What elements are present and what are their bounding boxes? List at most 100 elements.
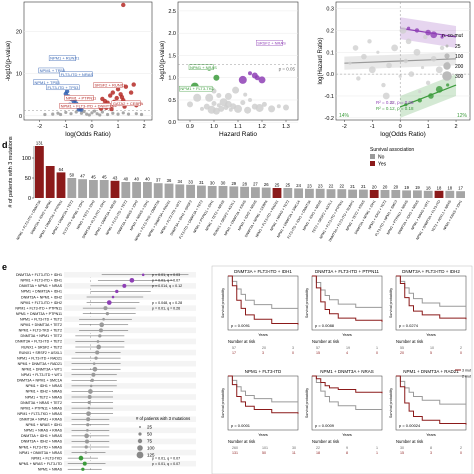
volcano-x-tick-label: 0 <box>90 124 93 130</box>
km-risk-count: 10 <box>430 346 434 350</box>
volcano-y-tick-label: 0 <box>19 114 22 120</box>
volcano-y-tick-label: 10 <box>16 72 22 78</box>
bar-value-label: 45 <box>102 175 107 180</box>
ratio-y-tick-label: 0.0 <box>326 72 334 78</box>
km-pvalue: p = 0.0088 <box>315 323 335 328</box>
bar <box>402 190 411 198</box>
km-risk-count: 4 <box>346 351 348 355</box>
ratio-legend-swatch <box>445 44 449 48</box>
ratio-fit-stat: R² = 0.22, p = 0.05 <box>376 100 414 105</box>
bar <box>110 180 120 198</box>
ratio-point <box>428 93 434 99</box>
bar-value-label: 36 <box>167 178 172 183</box>
hazard-x-tick-label: 1.0 <box>210 124 218 130</box>
forest-point <box>95 350 100 355</box>
km-curve-2-mut <box>312 275 383 311</box>
bar <box>423 190 433 198</box>
volcano-point <box>79 111 84 115</box>
ratio-point <box>398 74 402 78</box>
hazard-point <box>187 101 193 108</box>
bar-value-label: 45 <box>91 175 96 180</box>
forest-row-band <box>64 449 196 456</box>
forest-row-label: NPM1 + NRAS + KRAS <box>24 429 63 433</box>
bar <box>175 184 185 198</box>
ratio-point <box>376 50 380 54</box>
km-risk-title: Number at risk <box>396 439 424 444</box>
bar-value-label: 50 <box>69 173 74 178</box>
forest-row-band <box>64 383 196 389</box>
km-risk-count: 18 <box>316 451 320 455</box>
volcano-point <box>92 109 97 113</box>
bar <box>445 190 455 198</box>
forest-row-label: DNMT3A + NPM1 + KRAS <box>19 418 62 422</box>
km-plot-area <box>395 275 467 331</box>
bar-value-label: 22 <box>339 184 344 189</box>
hazard-y-tick-label: 1.5 <box>168 53 176 59</box>
hazard-point <box>255 103 264 112</box>
forest-row-band <box>64 327 196 334</box>
forest-row-band <box>64 360 196 367</box>
forest-legend-swatch <box>137 445 143 451</box>
hazard-point <box>212 107 220 115</box>
hazard-point <box>211 88 217 94</box>
bar-value-label: 40 <box>134 177 139 182</box>
km-risk-count: 11 <box>292 451 296 455</box>
ratio-point <box>425 29 431 36</box>
forest-row-label: NPM1 + DNMT3A + TET2 <box>21 323 62 327</box>
forest-legend-value: 50 <box>147 432 153 437</box>
hazard-point <box>248 71 252 76</box>
ratio-point <box>382 92 390 100</box>
km-plot-area <box>395 375 467 431</box>
forest-row-label: NPM1 + FLT3-TKD + TET2 <box>19 329 62 333</box>
bar <box>348 189 357 198</box>
km-risk-count: 8 <box>430 446 432 450</box>
ratio-y-tick-label: 0.2 <box>326 28 334 34</box>
ratio-legend-swatch <box>442 71 452 81</box>
bar-value-label: 23 <box>318 183 323 188</box>
ratio-point <box>435 66 443 74</box>
ratio-point <box>391 44 399 52</box>
bar-value-label: 25 <box>275 183 280 188</box>
ratio-fit-stat: R² = 0.12, p = 0.18 <box>376 106 414 111</box>
volcano-point <box>115 87 121 92</box>
bar <box>67 178 77 198</box>
forest-point <box>92 362 96 365</box>
forest-pvalue-label: p = 0.01, q = 0.07 <box>152 462 180 466</box>
volcano-y-tick-label: 20 <box>16 30 22 36</box>
hazard-point <box>261 101 267 107</box>
bar-value-label: 27 <box>253 182 258 187</box>
km-panel-title: DNMT3A + FLT3-ITD + PTPN11 <box>315 269 380 274</box>
hazard-point <box>200 106 204 111</box>
bar <box>186 184 195 198</box>
bar-value-label: 43 <box>113 175 118 180</box>
km-y-axis-label: Survival probability <box>389 388 393 418</box>
forest-row-label: DNMT3A + NRAS + TET2 <box>21 401 62 405</box>
volcano-point <box>74 110 78 114</box>
forest-pvalue-label: p = 0.01, q = 0.26 <box>152 306 180 310</box>
bar <box>132 182 141 198</box>
volcano-point <box>123 84 129 89</box>
forest-row-band <box>64 372 196 378</box>
km-y-axis-label: Survival probability <box>305 388 309 418</box>
km-risk-count: 1 <box>376 451 378 455</box>
km-risk-count: 1 <box>376 446 378 450</box>
volcano-x-tick-label: -1 <box>63 124 68 130</box>
hazard-y-tick-label: 0.5 <box>168 98 176 104</box>
hazard-point <box>224 92 232 100</box>
volcano-point <box>56 111 60 115</box>
ratio-legend-value: 200 <box>455 64 464 70</box>
km-curve-2-mut <box>228 375 299 405</box>
volcano-label-box <box>59 103 111 109</box>
hazard-label-box <box>188 64 214 70</box>
forest-legend-swatch <box>136 451 144 459</box>
volcano-point <box>64 89 70 94</box>
bar-y-tick-label: 50 <box>25 176 31 182</box>
hazard-y-axis-label: -log10(p-value) <box>160 41 166 81</box>
volcano-point <box>105 112 110 117</box>
bar <box>121 182 131 198</box>
forest-point <box>81 467 85 471</box>
forest-row-band <box>64 394 196 400</box>
forest-point <box>84 445 88 449</box>
km-curve-2-mut <box>228 275 299 312</box>
km-curve-2-mut <box>312 375 383 412</box>
